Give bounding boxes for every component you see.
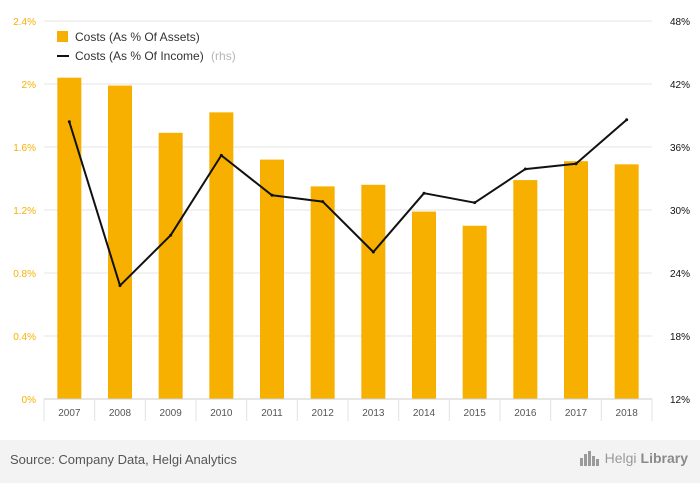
grid-layer bbox=[44, 20, 652, 400]
line-point-2016[interactable] bbox=[523, 167, 527, 171]
line-point-2017[interactable] bbox=[574, 162, 578, 166]
y-left-tick-label: 0.4% bbox=[13, 332, 36, 343]
x-tick-label: 2013 bbox=[362, 408, 385, 419]
bar-2018[interactable] bbox=[614, 164, 639, 399]
x-tick-label: 2014 bbox=[413, 408, 436, 419]
line-point-2008[interactable] bbox=[118, 284, 122, 288]
x-tick-label: 2015 bbox=[464, 408, 487, 419]
y-left-tick-label: 0.8% bbox=[13, 269, 36, 280]
x-tick-label: 2017 bbox=[565, 408, 588, 419]
line-point-2015[interactable] bbox=[473, 201, 477, 205]
x-tick-label: 2012 bbox=[312, 408, 335, 419]
line-point-2009[interactable] bbox=[169, 233, 173, 237]
line-point-2013[interactable] bbox=[371, 250, 375, 254]
bar-2017[interactable] bbox=[564, 161, 588, 399]
x-tick-label: 2018 bbox=[616, 408, 639, 419]
y-right-tick-label: 18% bbox=[670, 332, 690, 343]
brand-name-bold: Library bbox=[640, 450, 688, 466]
brand-name-light: Helgi bbox=[604, 450, 637, 466]
line-point-2012[interactable] bbox=[321, 200, 325, 204]
x-tick-label: 2016 bbox=[514, 408, 537, 419]
bar-2012[interactable] bbox=[310, 186, 335, 399]
x-tick-label: 2009 bbox=[160, 408, 183, 419]
bar-2009[interactable] bbox=[158, 132, 183, 399]
y-right-tick-label: 30% bbox=[670, 206, 690, 217]
legend-label-income-suffix: (rhs) bbox=[211, 49, 236, 63]
legend-label-income-name: Costs (As % Of Income) bbox=[75, 49, 204, 63]
brand-logo[interactable]: Helgi Library bbox=[579, 450, 688, 466]
bar-2015[interactable] bbox=[462, 225, 487, 399]
x-tick-label: 2008 bbox=[109, 408, 132, 419]
line-point-2014[interactable] bbox=[422, 191, 426, 195]
x-tick-label: 2011 bbox=[261, 408, 283, 419]
axis-layer: 0% 0.4% 0.8% 1.2% 1.6% 2% 2.4% 12% 18% 24% 30% 36% 4… bbox=[13, 17, 690, 421]
legend-swatch-bar bbox=[57, 31, 68, 42]
y-right-tick-label: 12% bbox=[670, 395, 690, 406]
line-layer bbox=[67, 118, 629, 288]
y-left-tick-label: 1.2% bbox=[13, 206, 36, 217]
line-point-2018[interactable] bbox=[625, 118, 629, 122]
city-skyline-icon bbox=[579, 451, 599, 466]
y-left-tick-label: 2.4% bbox=[13, 17, 36, 28]
line-point-2011[interactable] bbox=[270, 193, 274, 197]
y-right-tick-label: 42% bbox=[670, 80, 690, 91]
x-tick-label: 2010 bbox=[210, 408, 233, 419]
bar-2014[interactable] bbox=[412, 211, 436, 399]
footer: Source: Company Data, Helgi Analytics He… bbox=[0, 440, 700, 483]
legend-label-assets: Costs (As % Of Assets) bbox=[75, 30, 200, 44]
y-left-tick-label: 2% bbox=[22, 80, 37, 91]
chart-svg: 0% 0.4% 0.8% 1.2% 1.6% 2% 2.4% 12% 18% 24% 30% 36% 4… bbox=[13, 17, 690, 421]
bar-2013[interactable] bbox=[361, 184, 386, 399]
line-series-income bbox=[68, 118, 628, 287]
x-tick-label: 2007 bbox=[58, 408, 81, 419]
bar-2008[interactable] bbox=[108, 85, 132, 399]
legend: Costs (As % Of Assets) Costs (As % Of In… bbox=[57, 30, 236, 63]
y-right-tick-label: 48% bbox=[670, 17, 690, 28]
source-text: Source: Company Data, Helgi Analytics bbox=[10, 452, 237, 467]
line-point-2010[interactable] bbox=[219, 153, 223, 157]
y-left-tick-label: 1.6% bbox=[13, 143, 36, 154]
bar-2010[interactable] bbox=[209, 112, 234, 399]
y-right-tick-label: 24% bbox=[670, 269, 690, 280]
y-right-tick-label: 36% bbox=[670, 143, 690, 154]
y-left-tick-label: 0% bbox=[22, 395, 37, 406]
bar-2016[interactable] bbox=[513, 180, 538, 399]
legend-label-income: Costs (As % Of Income) (rhs) bbox=[75, 49, 236, 63]
bar-2011[interactable] bbox=[260, 159, 284, 399]
line-point-2007[interactable] bbox=[67, 120, 71, 124]
bar-2007[interactable] bbox=[57, 77, 82, 399]
bars-layer bbox=[57, 77, 639, 399]
